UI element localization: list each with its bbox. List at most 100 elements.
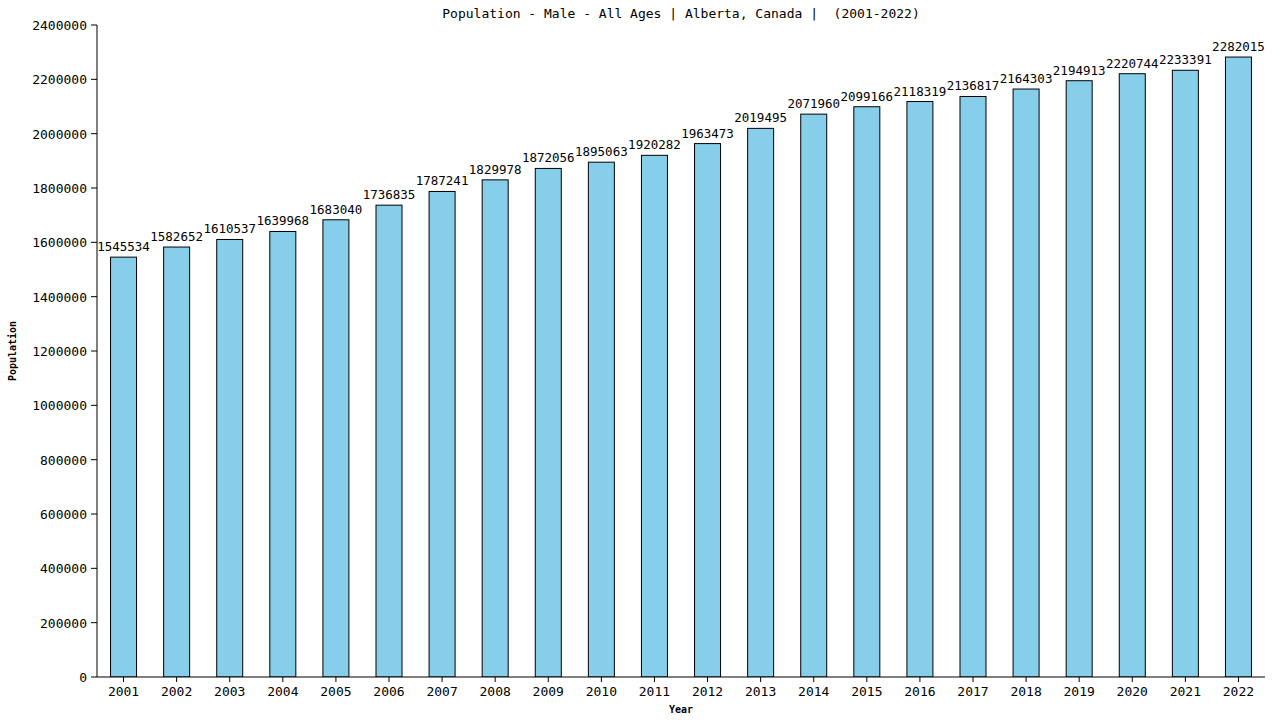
bar xyxy=(429,191,455,677)
x-tick-label: 2008 xyxy=(480,684,511,699)
y-tick-label: 400000 xyxy=(40,561,87,576)
y-tick xyxy=(91,242,97,243)
x-tick-label: 2006 xyxy=(373,684,404,699)
data-label: 2136817 xyxy=(947,78,1000,93)
x-tick xyxy=(335,677,336,682)
data-label: 2282015 xyxy=(1212,39,1265,54)
x-tick-label: 2019 xyxy=(1064,684,1095,699)
data-label: 1639968 xyxy=(256,213,309,228)
x-tick-label: 2002 xyxy=(161,684,192,699)
data-label: 1872056 xyxy=(522,150,575,165)
data-label: 1787241 xyxy=(416,173,469,188)
x-tick xyxy=(1238,677,1239,682)
y-tick xyxy=(91,622,97,623)
title: Population - Male - All Ages | Alberta, … xyxy=(442,6,919,21)
data-label: 1610537 xyxy=(203,221,256,236)
data-label: 1920282 xyxy=(628,137,681,152)
x-tick xyxy=(548,677,549,682)
y-tick-label: 1400000 xyxy=(32,290,87,305)
y-tick-label: 800000 xyxy=(40,453,87,468)
y-tick xyxy=(91,133,97,134)
x-tick-label: 2010 xyxy=(586,684,617,699)
y-tick xyxy=(91,459,97,460)
data-label: 1963473 xyxy=(681,126,734,141)
bar xyxy=(1119,74,1145,677)
bar xyxy=(854,107,880,677)
x-tick-label: 2014 xyxy=(798,684,829,699)
x-tick xyxy=(1079,677,1080,682)
y-tick-label: 200000 xyxy=(40,616,87,631)
x-axis xyxy=(97,677,1265,678)
bar xyxy=(1066,81,1092,677)
y-tick xyxy=(91,514,97,515)
y-tick-label: 1000000 xyxy=(32,398,87,413)
y-tick-label: 1800000 xyxy=(32,181,87,196)
x-tick xyxy=(389,677,390,682)
data-label: 2118319 xyxy=(894,84,947,99)
x-tick-label: 2016 xyxy=(904,684,935,699)
bar xyxy=(695,144,721,677)
x-tick-label: 2015 xyxy=(851,684,882,699)
data-label: 1736835 xyxy=(363,187,416,202)
bar xyxy=(111,257,137,677)
x-tick xyxy=(282,677,283,682)
y-tick xyxy=(91,79,97,80)
data-label: 2071960 xyxy=(787,96,840,111)
data-label: 2099166 xyxy=(840,89,893,104)
bars xyxy=(111,57,1252,677)
x-tick xyxy=(123,677,124,682)
data-label: 2019495 xyxy=(734,110,787,125)
bar xyxy=(907,102,933,677)
data-label: 2233391 xyxy=(1159,52,1212,67)
bar xyxy=(270,231,296,677)
data-label: 1545534 xyxy=(97,239,150,254)
data-label: 2220744 xyxy=(1106,56,1159,71)
background xyxy=(0,0,1280,720)
y-tick-label: 0 xyxy=(79,670,87,685)
y-tick xyxy=(91,188,97,189)
x-tick-label: 2003 xyxy=(214,684,245,699)
y-tick-label: 600000 xyxy=(40,507,87,522)
chart: 0 200000 400000 600000 800000 1000000 1200000 1… xyxy=(0,0,1280,720)
y-tick-label: 2000000 xyxy=(32,127,87,142)
x-tick xyxy=(760,677,761,682)
x-tick-label: 2017 xyxy=(957,684,988,699)
bar xyxy=(482,180,508,677)
y-tick xyxy=(91,25,97,26)
data-label: 2194913 xyxy=(1053,63,1106,78)
x-tick-label: 2020 xyxy=(1117,684,1148,699)
x-tick xyxy=(1026,677,1027,682)
x-tick xyxy=(495,677,496,682)
x-tick xyxy=(601,677,602,682)
x-tick xyxy=(176,677,177,682)
x-tick-label: 2013 xyxy=(745,684,776,699)
y-tick xyxy=(91,677,97,678)
data-label: 1829978 xyxy=(469,162,522,177)
y-tick-label: 1200000 xyxy=(32,344,87,359)
y-tick xyxy=(91,405,97,406)
bar xyxy=(1013,89,1039,677)
x-tick-label: 2021 xyxy=(1170,684,1201,699)
x-tick-label: 2005 xyxy=(320,684,351,699)
bar xyxy=(323,220,349,677)
x-tick-label: 2001 xyxy=(108,684,139,699)
y-tick xyxy=(91,351,97,352)
bar xyxy=(588,162,614,677)
bar xyxy=(535,168,561,677)
y-axis-label: Population xyxy=(7,321,18,381)
data-label: 1582652 xyxy=(150,229,203,244)
x-tick xyxy=(973,677,974,682)
x-tick xyxy=(866,677,867,682)
x-tick-label: 2009 xyxy=(533,684,564,699)
bar xyxy=(217,239,243,677)
x-tick-label: 2007 xyxy=(426,684,457,699)
y-tick-label: 2200000 xyxy=(32,72,87,87)
x-tick-label: 2018 xyxy=(1010,684,1041,699)
x-tick xyxy=(654,677,655,682)
y-tick xyxy=(91,568,97,569)
data-label: 1683040 xyxy=(310,202,363,217)
bar xyxy=(748,128,774,677)
x-tick-label: 2011 xyxy=(639,684,670,699)
x-tick xyxy=(442,677,443,682)
x-tick xyxy=(919,677,920,682)
